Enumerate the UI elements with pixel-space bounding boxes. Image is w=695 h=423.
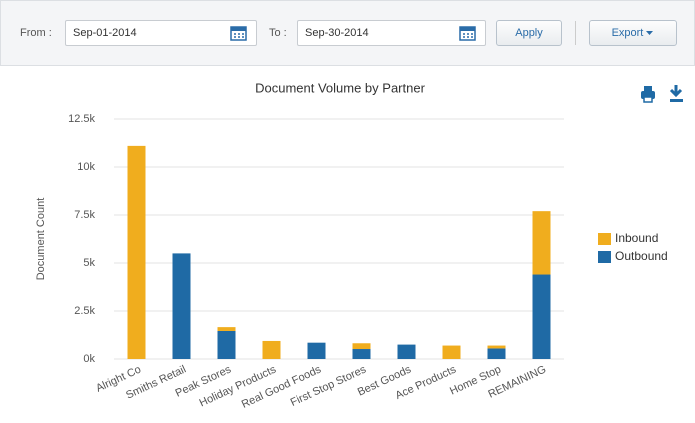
export-button[interactable]: Export [589, 20, 677, 46]
to-label: To : [269, 27, 287, 39]
legend-swatch [598, 233, 611, 245]
x-tick-label: Holiday Products [198, 363, 279, 409]
from-date: Sep-01-2014 [73, 27, 137, 39]
calendar-icon[interactable] [230, 25, 248, 41]
export-text: Export [611, 27, 644, 39]
bar [352, 349, 371, 359]
separator [575, 21, 576, 45]
print-icon[interactable] [641, 86, 655, 103]
bar [217, 330, 236, 359]
bar [532, 274, 551, 359]
bar [262, 340, 281, 359]
from-label: From : [20, 27, 52, 39]
bar [442, 345, 461, 359]
bar [217, 327, 236, 331]
bar [172, 253, 191, 359]
bar [532, 211, 551, 275]
y-tick-label: 7.5k [74, 209, 95, 221]
to-date-input[interactable]: Sep-30-2014 [297, 20, 486, 46]
bar [307, 342, 326, 359]
from-date-input[interactable]: Sep-01-2014 [65, 20, 257, 46]
legend-label: Inbound [615, 231, 658, 245]
toolbar: From : Sep-01-2014 To : Sep-30-2014 Appl… [0, 0, 695, 66]
y-tick-label: 5k [83, 257, 95, 269]
y-axis-label: Document Count [35, 198, 47, 281]
calendar-icon[interactable] [459, 25, 477, 41]
chart: Document Volume by Partner Document Coun… [35, 80, 683, 411]
chart-title: Document Volume by Partner [255, 80, 425, 95]
x-tick-label: First Stop Stores [289, 363, 369, 409]
y-tick-label: 12.5k [68, 113, 95, 125]
y-tick-label: 10k [77, 161, 95, 173]
apply-button[interactable]: Apply [496, 20, 562, 46]
bar [397, 344, 416, 359]
bar [352, 343, 371, 350]
bar [487, 345, 506, 349]
apply-text: Apply [515, 27, 543, 39]
y-tick-label: 2.5k [74, 305, 95, 317]
y-tick-label: 0k [83, 353, 95, 365]
caret [646, 31, 654, 35]
legend-label: Outbound [615, 249, 668, 263]
to-date: Sep-30-2014 [305, 27, 369, 39]
bar [127, 145, 146, 359]
bar [487, 348, 506, 359]
download-icon[interactable] [669, 85, 683, 102]
legend-swatch [598, 251, 611, 263]
